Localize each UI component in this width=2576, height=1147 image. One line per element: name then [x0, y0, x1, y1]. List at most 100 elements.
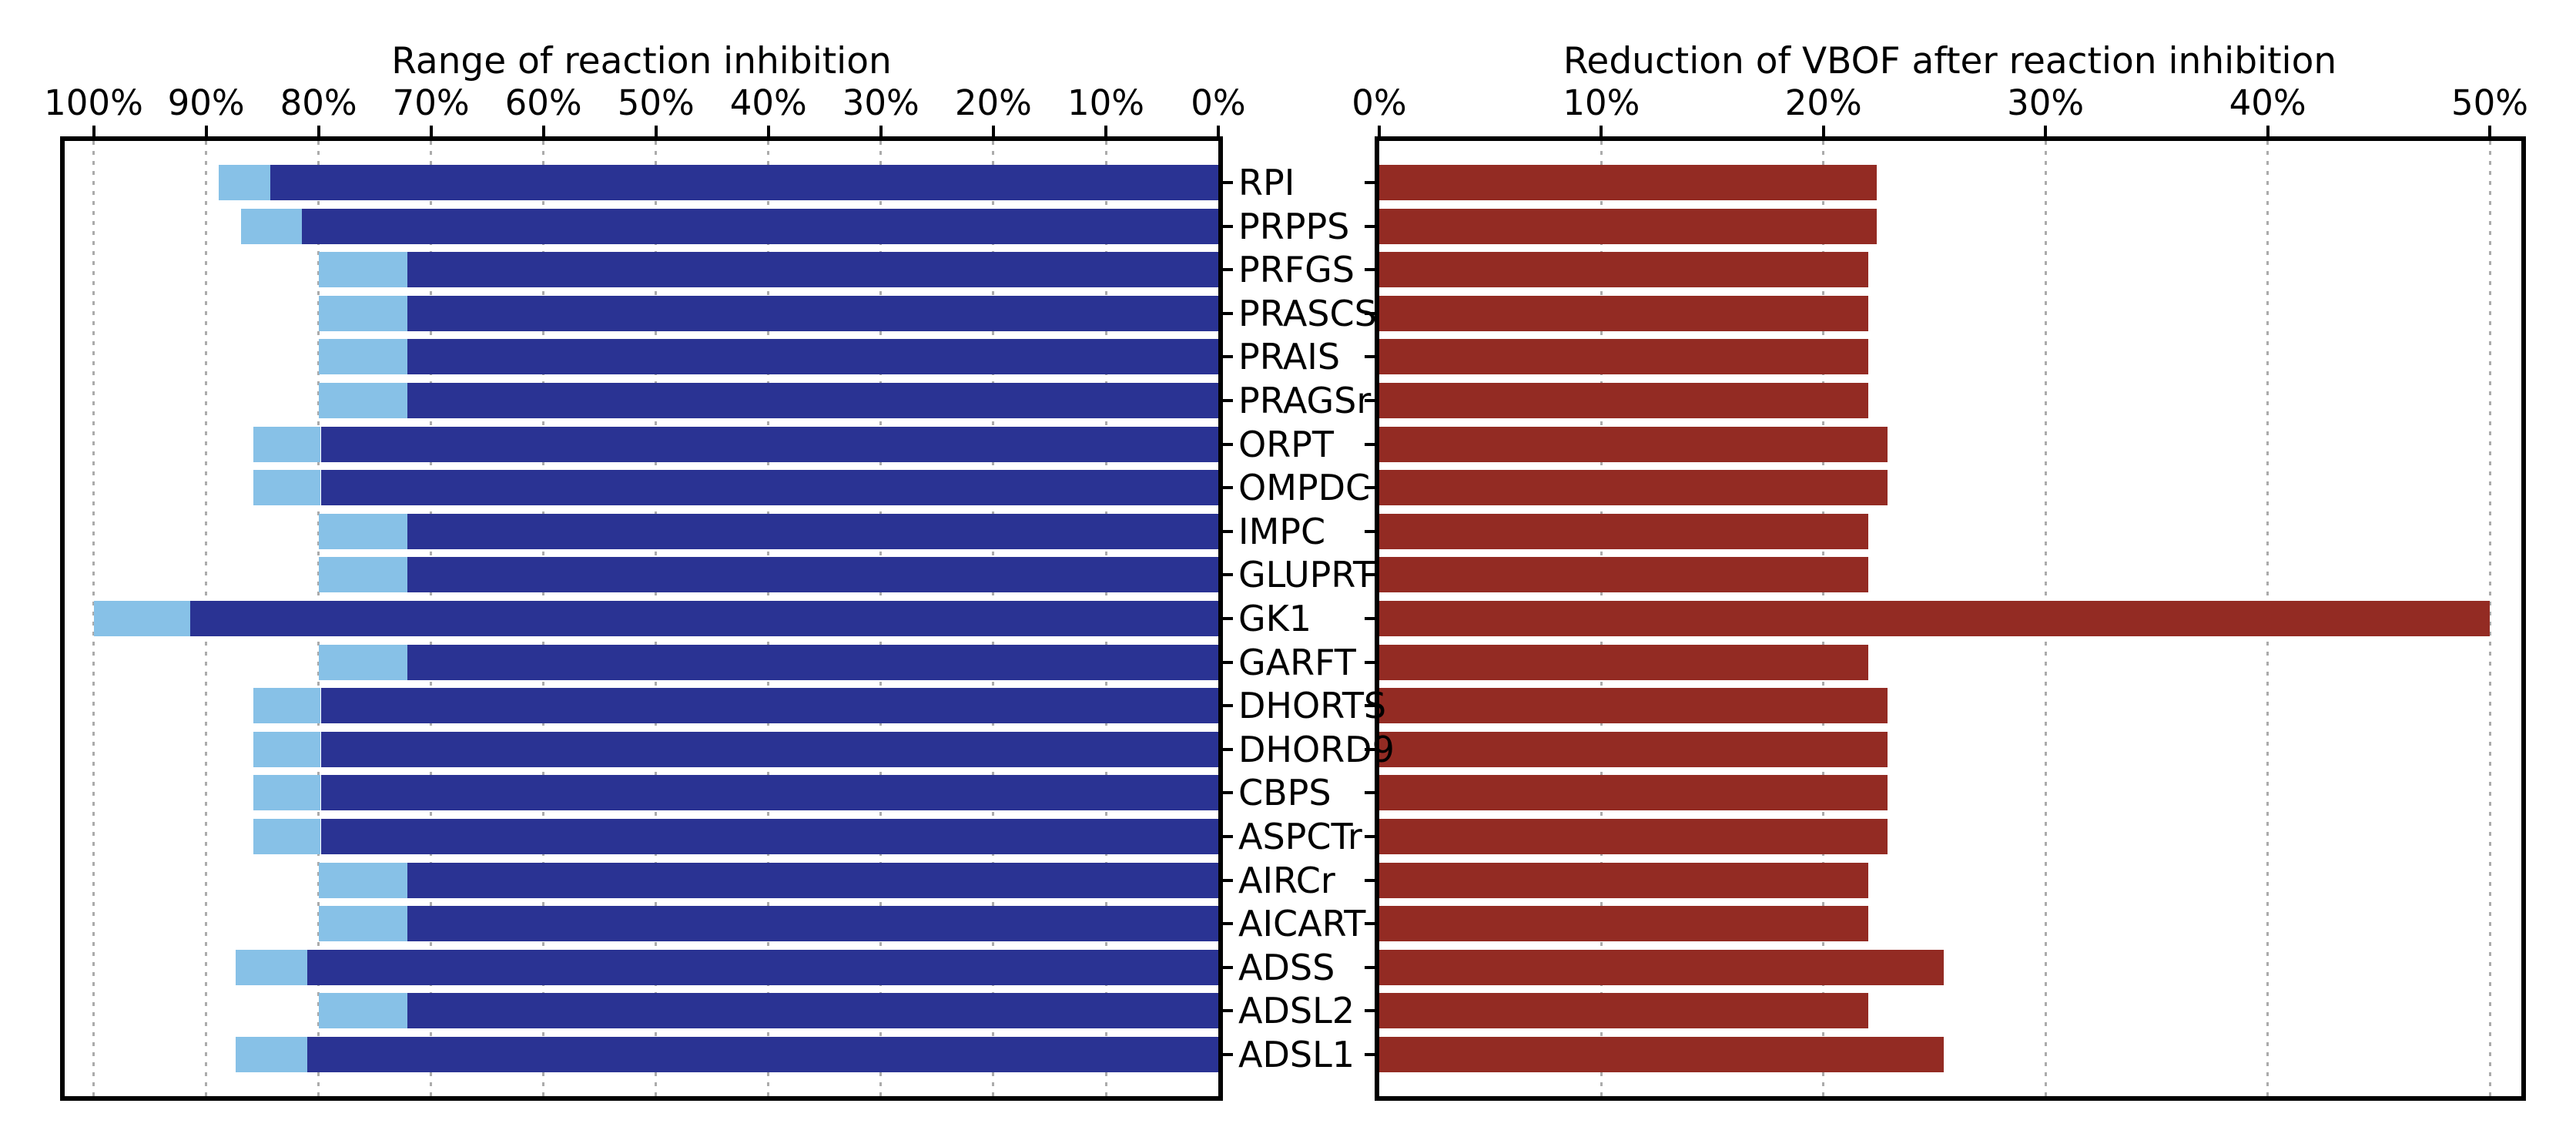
- category-label-DHORTS: DHORTS: [1238, 685, 1387, 727]
- range-bar-light-PRPPS: [240, 208, 302, 244]
- left-plot-category-tick-ADSS: [1223, 965, 1233, 969]
- right-plot-category-tick-ADSL2: [1365, 1009, 1375, 1013]
- left-axis-tick-label-20: 20%: [954, 82, 1032, 123]
- right-plot-category-tick-PRAGSr: [1365, 399, 1375, 402]
- right-plot-category-tick-OMPDC: [1365, 486, 1375, 490]
- left-plot-category-tick-OMPDC: [1223, 486, 1233, 490]
- left-axis-tick-label-40: 40%: [729, 82, 807, 123]
- range-bar-dark-AICART: [407, 906, 1218, 942]
- category-label-ADSL1: ADSL1: [1238, 1034, 1355, 1075]
- left-plot-category-tick-IMPC: [1223, 529, 1233, 533]
- right-panel-title: Reduction of VBOF after reaction inhibit…: [1563, 40, 2337, 82]
- right-plot-category-tick-AICART: [1365, 922, 1375, 926]
- range-bar-dark-ADSL1: [307, 1037, 1218, 1072]
- vbof-bar-OMPDC: [1379, 470, 1888, 506]
- right-axis-tick-20: [1821, 126, 1825, 136]
- range-bar-dark-PRAIS: [407, 339, 1218, 375]
- right-plot-category-tick-AIRCr: [1365, 878, 1375, 882]
- right-axis-tick-50: [2488, 126, 2491, 136]
- category-label-ADSS: ADSS: [1238, 946, 1335, 988]
- left-plot-category-tick-PRAIS: [1223, 355, 1233, 359]
- range-bar-dark-PRAGSr: [407, 383, 1218, 418]
- left-plot-category-tick-RPI: [1223, 181, 1233, 184]
- left-axis-tick-label-100: 100%: [44, 82, 143, 123]
- right-plot-category-tick-PRAIS: [1365, 355, 1375, 359]
- right-axis-tick-label-20: 20%: [1784, 82, 1862, 123]
- left-axis-tick-label-90: 90%: [167, 82, 245, 123]
- left-plot-category-tick-AICART: [1223, 922, 1233, 926]
- left-plot-category-tick-PRASCS: [1223, 311, 1233, 315]
- category-label-PRASCS: PRASCS: [1238, 292, 1377, 334]
- right-axis-tick-30: [2044, 126, 2048, 136]
- right-plot-category-tick-RPI: [1365, 181, 1375, 184]
- right-axis-tick-label-50: 50%: [2450, 82, 2529, 123]
- left-plot-category-tick-AIRCr: [1223, 878, 1233, 882]
- range-bar-light-ASPCTr: [253, 819, 321, 854]
- right-plot-category-tick-ASPCTr: [1365, 835, 1375, 838]
- vbof-bar-DHORTS: [1379, 688, 1888, 724]
- category-label-AIRCr: AIRCr: [1238, 859, 1335, 901]
- range-bar-light-AICART: [318, 906, 407, 942]
- left-plot-category-tick-PRPPS: [1223, 224, 1233, 228]
- left-axis-tick-0: [1217, 126, 1220, 136]
- left-plot-category-tick-GLUPRT: [1223, 573, 1233, 577]
- category-label-ADSL2: ADSL2: [1238, 990, 1355, 1032]
- vbof-bar-PRPPS: [1379, 208, 1877, 244]
- left-plot-category-tick-PRAGSr: [1223, 399, 1233, 402]
- left-plot-category-tick-ADSL1: [1223, 1053, 1233, 1056]
- left-plot-category-tick-GARFT: [1223, 660, 1233, 664]
- right-plot-category-tick-DHORD9: [1365, 747, 1375, 751]
- category-label-CBPS: CBPS: [1238, 772, 1332, 814]
- right-axis-tick-label-10: 10%: [1563, 82, 1640, 123]
- category-label-GARFT: GARFT: [1238, 641, 1356, 683]
- vbof-bar-ASPCTr: [1379, 819, 1888, 854]
- left-panel-title: Range of reaction inhibition: [391, 40, 892, 82]
- range-bar-light-ADSL1: [235, 1037, 307, 1072]
- range-bar-dark-ADSL2: [407, 993, 1218, 1029]
- right-axis-tick-label-40: 40%: [2229, 82, 2306, 123]
- left-plot-category-tick-ADSL2: [1223, 1009, 1233, 1013]
- range-bar-dark-PRFGS: [407, 252, 1218, 288]
- left-axis-tick-50: [654, 126, 658, 136]
- range-bar-light-CBPS: [253, 775, 321, 811]
- left-axis-tick-90: [204, 126, 208, 136]
- left-axis-tick-70: [429, 126, 433, 136]
- vbof-bar-DHORD9: [1379, 731, 1888, 767]
- range-bar-light-ADSS: [235, 949, 307, 985]
- right-plot-category-tick-GLUPRT: [1365, 573, 1375, 577]
- right-axis-tick-0: [1378, 126, 1381, 136]
- left-plot-category-tick-GK1: [1223, 617, 1233, 620]
- left-axis-tick-40: [766, 126, 770, 136]
- category-label-OMPDC: OMPDC: [1238, 467, 1371, 509]
- right-plot-category-tick-DHORTS: [1365, 704, 1375, 708]
- right-axis-tick-label-0: 0%: [1352, 82, 1407, 123]
- right-plot-category-tick-PRASCS: [1365, 311, 1375, 315]
- left-plot-category-tick-CBPS: [1223, 791, 1233, 795]
- range-bar-dark-AIRCr: [407, 862, 1218, 898]
- range-bar-light-OMPDC: [253, 470, 321, 506]
- vbof-bar-PRAIS: [1379, 339, 1868, 375]
- range-bar-dark-GARFT: [407, 644, 1218, 680]
- range-bar-light-GK1: [93, 601, 191, 636]
- range-bar-light-GARFT: [318, 644, 407, 680]
- category-label-PRAGSr: PRAGSr: [1238, 380, 1372, 421]
- vbof-bar-GLUPRT: [1379, 557, 1868, 593]
- vbof-bar-ADSL2: [1379, 993, 1868, 1029]
- range-bar-dark-ASPCTr: [320, 819, 1218, 854]
- category-label-AICART: AICART: [1238, 903, 1366, 945]
- range-bar-dark-GK1: [190, 601, 1218, 636]
- right-plot-category-tick-ADSL1: [1365, 1053, 1375, 1056]
- right-plot-category-tick-PRFGS: [1365, 268, 1375, 272]
- category-label-ORPT: ORPT: [1238, 423, 1335, 465]
- left-axis-tick-30: [879, 126, 883, 136]
- right-gridline-50: [2488, 141, 2491, 1096]
- category-label-ASPCTr: ASPCTr: [1238, 816, 1362, 857]
- category-label-DHORD9: DHORD9: [1238, 728, 1395, 770]
- range-bar-light-DHORD9: [253, 731, 321, 767]
- left-axis-tick-label-30: 30%: [842, 82, 920, 123]
- range-bar-light-PRAIS: [318, 339, 407, 375]
- range-bar-light-ORPT: [253, 426, 321, 462]
- range-bar-dark-DHORTS: [320, 688, 1218, 724]
- range-bar-dark-PRASCS: [407, 295, 1218, 331]
